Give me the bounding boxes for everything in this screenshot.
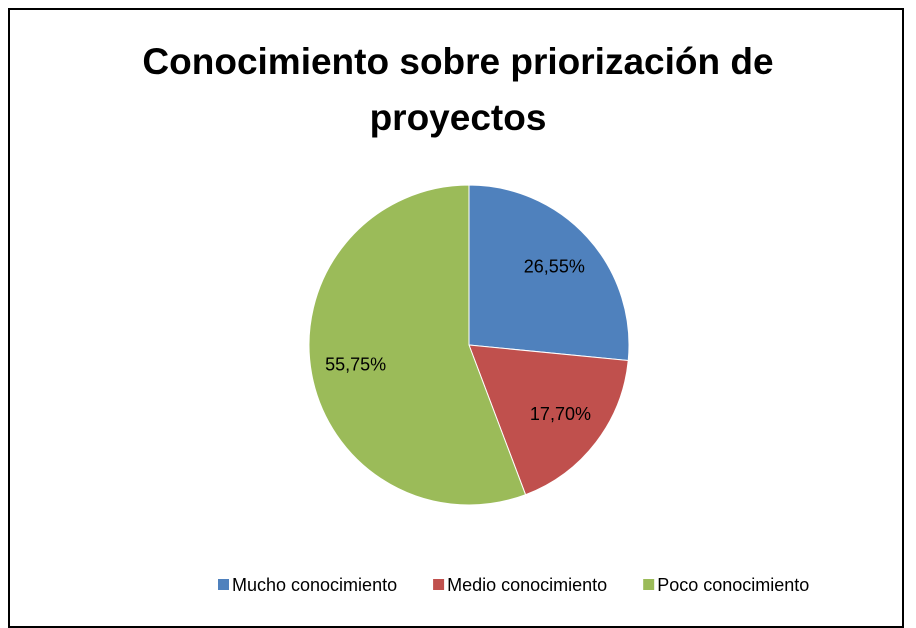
pie-slice [468,344,629,496]
legend-swatch [643,579,655,590]
legend-swatch [433,579,445,590]
legend-label: Mucho conocimiento [232,575,397,595]
pie-slice [308,184,527,506]
chart-title: Conocimiento sobre priorización de proye… [142,41,774,138]
legend-label: Poco conocimiento [657,575,809,595]
legend-swatch [218,579,229,590]
data-label: 26,55% [524,256,585,276]
data-label: 17,70% [530,404,591,424]
data-label: 55,75% [325,354,386,374]
legend-label: Medio conocimiento [447,575,607,595]
pie-slice [468,184,630,362]
